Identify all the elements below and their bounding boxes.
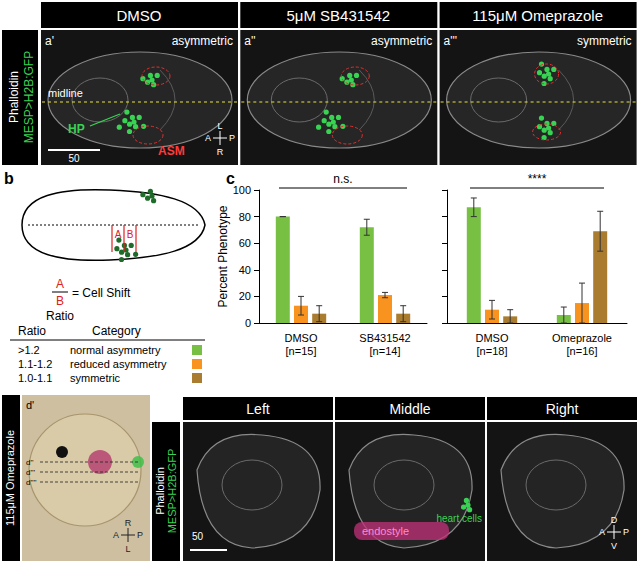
svg-text:A: A	[205, 133, 211, 143]
svg-text:60: 60	[239, 237, 251, 249]
svg-text:c: c	[226, 170, 235, 187]
svg-text:d'': d''	[26, 458, 34, 467]
svg-text:A: A	[113, 530, 119, 540]
svg-text:L: L	[217, 121, 222, 131]
svg-text:reduced asymmetry: reduced asymmetry	[70, 358, 167, 370]
svg-text:normal asymmetry: normal asymmetry	[70, 344, 161, 356]
svg-text:V: V	[611, 541, 617, 551]
svg-text:= Cell Shift: = Cell Shift	[72, 286, 131, 300]
svg-text:a'': a''	[244, 34, 255, 48]
svg-text:A: A	[115, 229, 122, 240]
svg-text:D: D	[611, 515, 618, 525]
svg-text:****: ****	[528, 172, 547, 186]
svg-text:symmetric: symmetric	[577, 34, 632, 48]
svg-text:B: B	[56, 294, 64, 308]
svg-text:d''': d'''	[26, 468, 36, 477]
svg-text:d': d'	[26, 399, 34, 411]
svg-text:5μM SB431542: 5μM SB431542	[286, 7, 390, 24]
svg-text:[n=14]: [n=14]	[370, 345, 401, 357]
svg-text:[n=15]: [n=15]	[286, 345, 317, 357]
svg-text:>1.2: >1.2	[18, 344, 40, 356]
svg-text:[n=18]: [n=18]	[477, 345, 508, 357]
svg-text:1.1-1.2: 1.1-1.2	[18, 358, 52, 370]
svg-text:Left: Left	[246, 401, 269, 417]
svg-text:Middle: Middle	[389, 401, 430, 417]
svg-text:DMSO: DMSO	[285, 332, 318, 344]
svg-text:SB431542: SB431542	[359, 332, 410, 344]
svg-text:Category: Category	[92, 324, 141, 338]
svg-text:Omeprazole: Omeprazole	[552, 332, 612, 344]
svg-text:A: A	[56, 277, 64, 291]
svg-text:MESP>H2B:GFP: MESP>H2B:GFP	[166, 449, 178, 534]
svg-text:a': a'	[45, 34, 54, 48]
svg-text:40: 40	[239, 264, 251, 276]
svg-text:MESP>H2B:GFP: MESP>H2B:GFP	[22, 51, 36, 143]
svg-text:asymmetric: asymmetric	[172, 34, 233, 48]
svg-text:ASM: ASM	[158, 144, 185, 158]
svg-text:P: P	[623, 527, 629, 537]
svg-text:b: b	[4, 170, 14, 187]
svg-text:heart cells: heart cells	[436, 513, 482, 524]
svg-text:1.0-1.1: 1.0-1.1	[18, 372, 52, 384]
svg-text:Right: Right	[546, 401, 579, 417]
svg-text:R: R	[217, 147, 224, 157]
svg-text:symmetric: symmetric	[70, 372, 121, 384]
svg-text:HP: HP	[68, 122, 85, 136]
svg-text:Phalloidin: Phalloidin	[7, 71, 21, 123]
svg-text:Phalloidin: Phalloidin	[154, 467, 166, 515]
svg-text:115μM Omeprazole: 115μM Omeprazole	[4, 430, 16, 526]
svg-text:asymmetric: asymmetric	[371, 34, 432, 48]
svg-text:50: 50	[68, 153, 80, 164]
svg-text:a''': a'''	[444, 34, 458, 48]
svg-text:DMSO: DMSO	[117, 7, 162, 24]
svg-text:d'''': d''''	[26, 478, 37, 487]
svg-text:[n=16]: [n=16]	[567, 345, 598, 357]
svg-text:20: 20	[239, 290, 251, 302]
svg-text:B: B	[127, 229, 134, 240]
svg-text:P: P	[229, 133, 235, 143]
svg-text:A: A	[599, 527, 605, 537]
svg-text:115μM Omeprazole: 115μM Omeprazole	[472, 7, 603, 24]
svg-text:50: 50	[192, 531, 204, 542]
svg-text:P: P	[137, 530, 143, 540]
svg-text:100: 100	[233, 184, 251, 196]
svg-text:Percent Phenotype: Percent Phenotype	[216, 205, 230, 307]
svg-text:Ratio: Ratio	[46, 309, 74, 323]
svg-text:0: 0	[245, 317, 251, 329]
svg-text:80: 80	[239, 211, 251, 223]
svg-text:midline: midline	[48, 87, 83, 99]
svg-text:L: L	[125, 544, 130, 554]
svg-text:endostyle: endostyle	[362, 525, 409, 537]
svg-text:R: R	[125, 518, 132, 528]
svg-text:DMSO: DMSO	[476, 332, 509, 344]
svg-text:Ratio: Ratio	[18, 324, 46, 338]
svg-text:n.s.: n.s.	[333, 172, 352, 186]
